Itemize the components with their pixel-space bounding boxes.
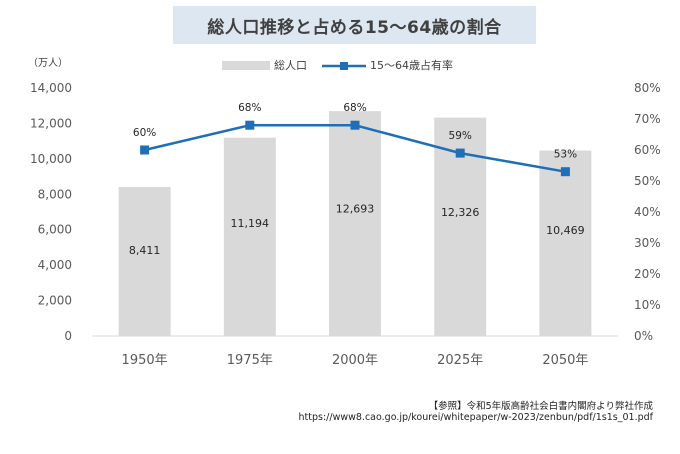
chart-title-box: 総人口推移と占める15～64歳の割合 xyxy=(173,6,536,44)
y-right-tick-label: 0% xyxy=(634,329,653,343)
y-left-tick-label: 8,000 xyxy=(38,187,72,201)
y-left-tick-label: 10,000 xyxy=(30,152,72,166)
y-right-tick-label: 10% xyxy=(634,298,661,312)
y-left-tick-label: 14,000 xyxy=(30,81,72,95)
y-right-tick-label: 50% xyxy=(634,174,661,188)
legend-bar-swatch xyxy=(222,61,270,70)
bar-data-label: 11,194 xyxy=(231,217,270,230)
line-marker xyxy=(245,120,255,130)
y-left-tick-label: 12,000 xyxy=(30,116,72,130)
y-right-tick-label: 40% xyxy=(634,205,661,219)
line-marker xyxy=(350,120,360,130)
bar-data-label: 12,693 xyxy=(336,202,375,215)
y-left-tick-label: 2,000 xyxy=(38,294,72,308)
x-tick-label: 2000年 xyxy=(332,353,378,368)
bar xyxy=(118,187,171,336)
legend-line-marker xyxy=(340,62,348,70)
bar-data-label: 8,411 xyxy=(129,244,161,257)
y-left-unit-label: （万人） xyxy=(28,57,68,69)
line-data-label: 68% xyxy=(238,102,261,114)
x-tick-label: 2050年 xyxy=(542,353,588,368)
bar-data-label: 12,326 xyxy=(441,206,480,219)
y-right-tick-label: 30% xyxy=(634,236,661,250)
line-marker xyxy=(560,167,570,177)
x-tick-label: 2025年 xyxy=(437,353,483,368)
y-left-tick-label: 4,000 xyxy=(38,258,72,272)
bar xyxy=(223,137,276,336)
y-right-tick-label: 80% xyxy=(634,81,661,95)
legend-bar-label: 総人口 xyxy=(274,58,307,72)
line-data-label: 59% xyxy=(449,130,472,142)
source-note: 【参照】令和5年版高齢社会白書内閣府より弊社作成 xyxy=(428,401,653,412)
y-right-tick-label: 60% xyxy=(634,143,661,157)
line-data-label: 68% xyxy=(343,102,366,114)
line-marker xyxy=(140,145,150,155)
bar-data-label: 10,469 xyxy=(546,224,585,237)
source-url: https://www8.cao.go.jp/kourei/whitepaper… xyxy=(298,412,653,423)
y-left-tick-label: 6,000 xyxy=(38,223,72,237)
y-right-tick-label: 70% xyxy=(634,112,661,126)
x-tick-label: 1975年 xyxy=(227,353,273,368)
x-tick-label: 1950年 xyxy=(122,353,168,368)
chart-title: 総人口推移と占める15～64歳の割合 xyxy=(207,17,502,38)
bar xyxy=(539,150,592,336)
line-data-label: 53% xyxy=(554,149,577,161)
y-right-tick-label: 20% xyxy=(634,267,661,281)
y-left-tick-label: 0 xyxy=(64,329,72,343)
legend-line-label: 15～64歳占有率 xyxy=(370,58,453,72)
line-marker xyxy=(455,148,465,158)
line-data-label: 60% xyxy=(133,127,156,139)
bar xyxy=(329,111,381,336)
